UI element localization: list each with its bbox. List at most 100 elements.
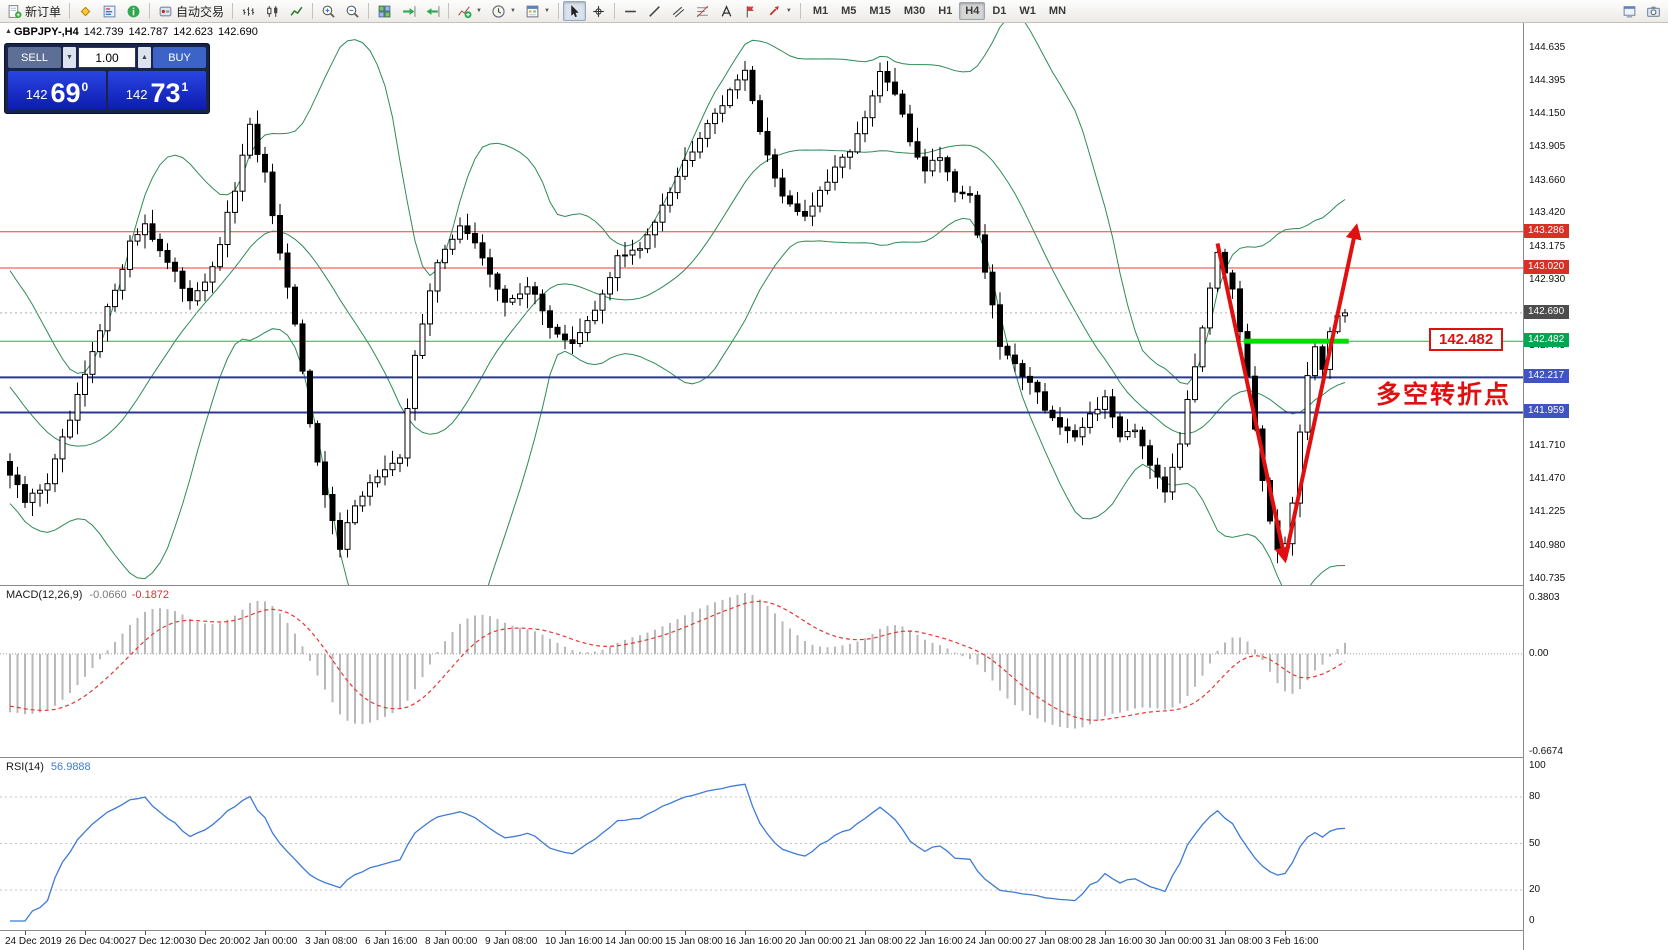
low-value: 142.623 (173, 26, 214, 38)
chart-shift-button[interactable] (421, 1, 444, 21)
new-order-label: 新订单 (25, 4, 62, 19)
bar-chart-button[interactable] (237, 1, 260, 21)
time-tick-mark (985, 931, 986, 935)
price-annotation-box: 142.482 (1429, 328, 1504, 352)
line-chart-button[interactable] (285, 1, 308, 21)
text-tool-button[interactable] (715, 1, 738, 21)
price-axis[interactable]: 144.635 144.395 144.150 143.905 143.660 143.4… (1523, 23, 1668, 950)
periods-button[interactable]: ▼ (487, 1, 520, 21)
volume-input[interactable] (78, 47, 136, 68)
volume-increase-button[interactable]: ▲ (138, 47, 151, 68)
toolbar-separator (149, 3, 151, 19)
trendline-button[interactable] (643, 1, 666, 21)
price-tick: 141.710 (1529, 440, 1566, 452)
timeframe-h1[interactable]: H1 (938, 5, 953, 17)
metaeditor-button[interactable] (74, 1, 97, 21)
time-tick-mark (505, 931, 506, 935)
time-axis[interactable]: 24 Dec 2019 26 Dec 04:00 27 Dec 12:00 30 De… (0, 931, 1523, 950)
sell-price[interactable]: 142 69 0 (8, 71, 106, 110)
toolbar-separator (69, 3, 71, 19)
price-badge: 141.959 (1524, 404, 1570, 419)
toolbar-separator (799, 3, 801, 19)
buy-button[interactable]: BUY (153, 47, 206, 68)
autotrading-label: 自动交易 (176, 4, 225, 19)
time-tick-label: 20 Jan 00:00 (785, 936, 843, 947)
price-tick: 141.225 (1529, 506, 1566, 518)
main-chart-pane[interactable]: ▲ GBPJPY-,H4 142.739 142.787 142.623 142.690 … (0, 23, 1523, 585)
timeframe-m5[interactable]: M5 (841, 5, 857, 17)
time-tick-label: 26 Dec 04:00 (65, 936, 125, 947)
cursor-button[interactable] (562, 1, 586, 21)
trendline-icon (649, 5, 660, 17)
help-icon (127, 5, 140, 17)
tile-windows-button[interactable] (373, 1, 396, 21)
time-tick-label: 21 Jan 08:00 (845, 936, 903, 947)
collapse-panel-icon[interactable]: ▲ (5, 28, 12, 35)
timeframe-group: M1 M5 M15 M30 H1 H4 D1 W1 MN (807, 2, 1072, 20)
candlestick-chart-button[interactable] (261, 1, 284, 21)
indicators-button[interactable]: ▼ (453, 1, 486, 21)
timeframe-m15[interactable]: M15 (869, 5, 891, 17)
time-tick-mark (1285, 931, 1286, 935)
toolbar-right-button-2[interactable] (1642, 1, 1665, 21)
time-tick-mark (745, 931, 746, 935)
fibonacci-button[interactable] (691, 1, 714, 21)
timeframe-w1[interactable]: W1 (1019, 5, 1036, 17)
turning-point-annotation: 多空转折点 (1376, 381, 1512, 409)
crosshair-button[interactable] (587, 1, 610, 21)
time-tick-mark (685, 931, 686, 935)
time-tick-label: 3 Feb 16:00 (1265, 936, 1319, 947)
buy-price-point: 1 (181, 80, 189, 94)
pane-separator[interactable] (0, 585, 1668, 586)
macd-pane: MACD(12,26,9) -0.0660 -0.1872 (0, 586, 1523, 757)
rsi-axis-label: 20 (1529, 884, 1541, 895)
channel-button[interactable] (667, 1, 690, 21)
time-tick-mark (1225, 931, 1226, 935)
cursor-icon (571, 4, 579, 17)
buy-price[interactable]: 142 73 1 (108, 71, 206, 110)
auto-scroll-button[interactable] (397, 1, 420, 21)
rsi-axis-label: 50 (1529, 837, 1541, 849)
timeframe-mn[interactable]: MN (1048, 5, 1067, 17)
zoom-out-button[interactable] (341, 1, 364, 21)
time-tick-mark (1165, 931, 1166, 935)
time-tick-mark (565, 931, 566, 935)
time-tick-label: 8 Jan 00:00 (425, 936, 478, 947)
time-tick-label: 15 Jan 08:00 (665, 936, 723, 947)
new-order-button[interactable]: 新订单 (3, 1, 65, 21)
volume-decrease-button[interactable]: ▼ (63, 47, 76, 68)
price-tick: 140.735 (1529, 573, 1566, 585)
price-badge: 143.020 (1524, 259, 1570, 274)
sell-button[interactable]: SELL (8, 47, 61, 68)
pane-separator[interactable] (0, 757, 1668, 758)
toolbar-right-button-1[interactable] (1618, 1, 1641, 21)
arrows-tool-button[interactable]: ▼ (763, 1, 796, 21)
time-tick-mark (325, 931, 326, 935)
label-tool-button[interactable] (739, 1, 762, 21)
window-icon (1623, 5, 1636, 17)
help-button[interactable] (122, 1, 145, 21)
market-depth-button[interactable] (98, 1, 121, 21)
time-tick-mark (1105, 931, 1106, 935)
horizontal-line-button[interactable] (619, 1, 642, 21)
line-chart-icon (290, 6, 303, 16)
timeframe-m30[interactable]: M30 (903, 5, 926, 17)
dropdown-caret: ▼ (543, 8, 550, 14)
timeframe-m1[interactable]: M1 (812, 5, 829, 17)
sell-price-pips: 69 (50, 78, 81, 108)
timeframe-d1[interactable]: D1 (992, 5, 1007, 17)
time-tick-label: 27 Jan 08:00 (1025, 936, 1083, 947)
price-badge: 142.217 (1524, 369, 1570, 384)
open-value: 142.739 (83, 26, 124, 38)
autotrading-button[interactable]: 自动交易 (154, 1, 228, 21)
label-flag-icon (746, 5, 754, 17)
time-tick-label: 30 Dec 20:00 (185, 936, 245, 947)
zoom-in-button[interactable] (317, 1, 340, 21)
price-tick: 141.470 (1529, 473, 1566, 485)
time-tick-mark (1045, 931, 1046, 935)
rsi-label-line: RSI(14) 56.9888 (6, 761, 91, 773)
templates-button[interactable]: ▼ (521, 1, 554, 21)
time-tick-mark (805, 931, 806, 935)
timeframe-h4[interactable]: H4 (959, 2, 986, 20)
